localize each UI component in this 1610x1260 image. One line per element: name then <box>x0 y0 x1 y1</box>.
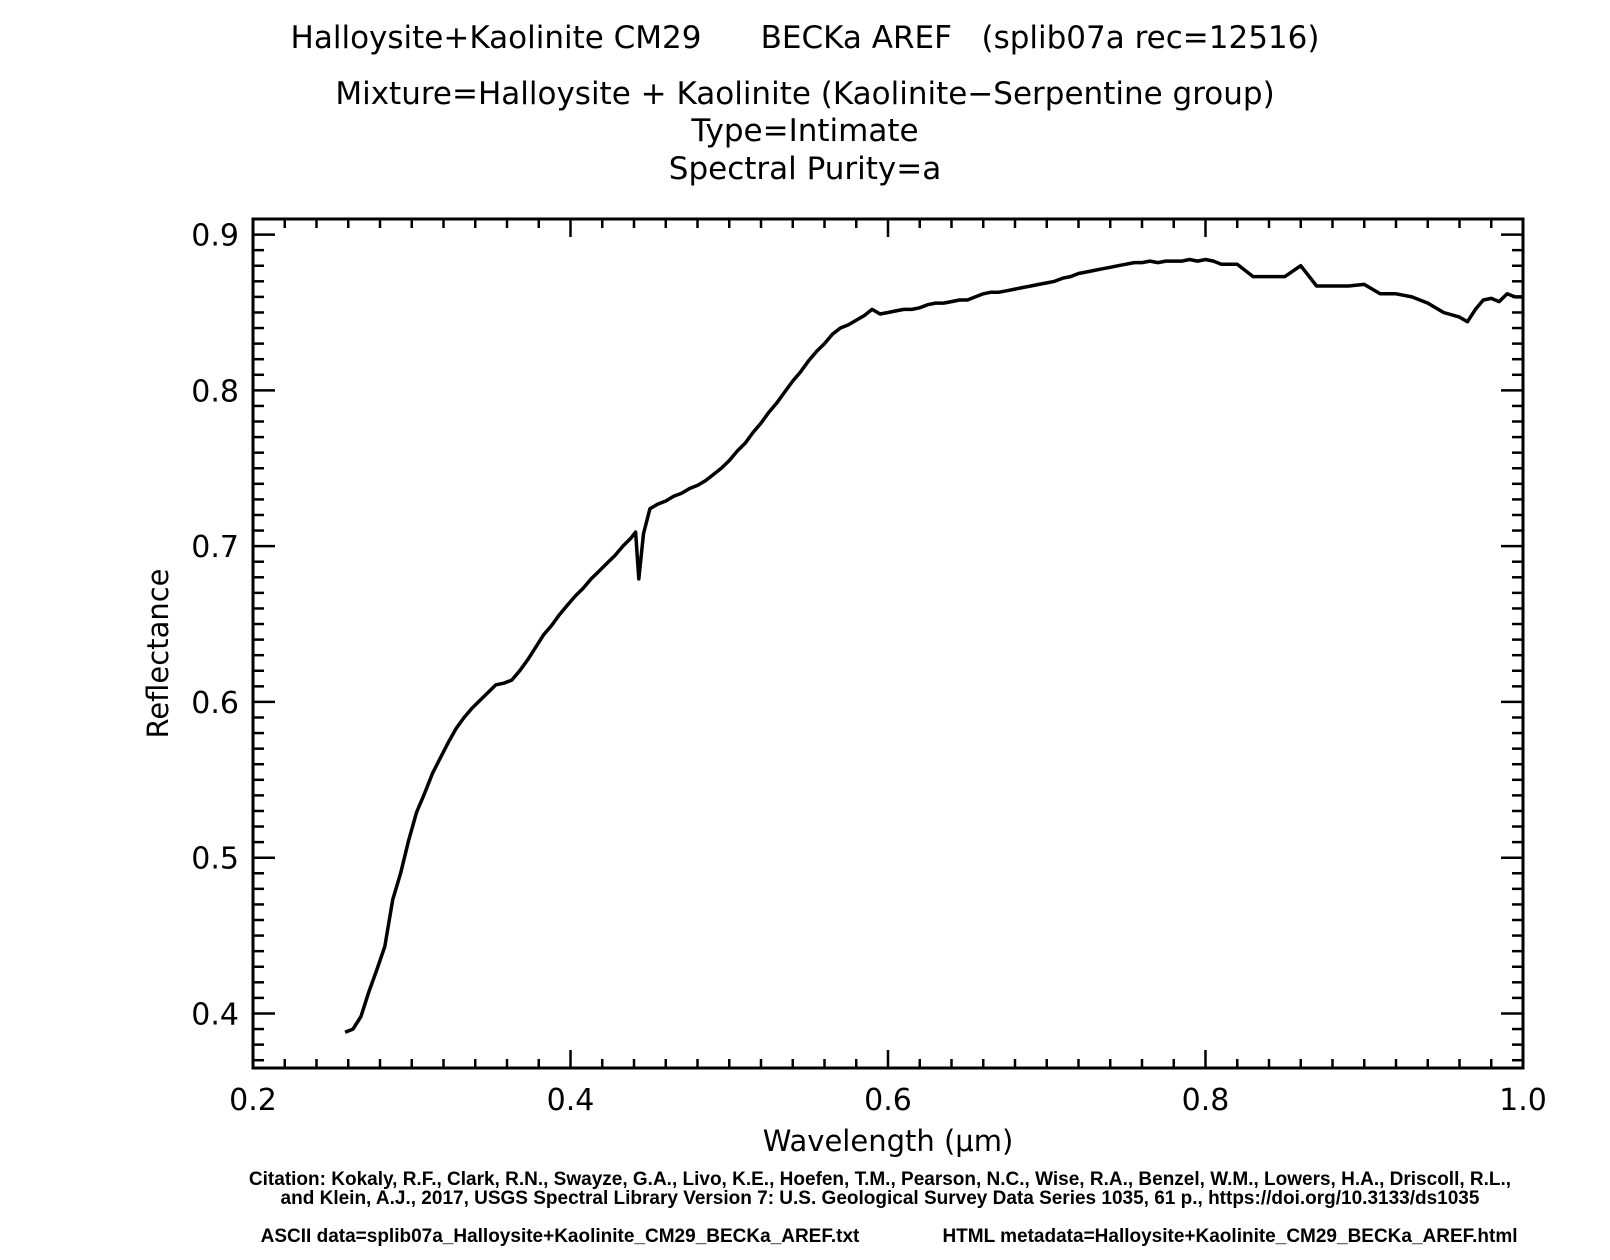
x-tick-label: 0.4 <box>547 1083 595 1118</box>
ascii-data-filename: ASCII data=splib07a_Halloysite+Kaolinite… <box>260 1226 860 1247</box>
reflectance-spectrum-line <box>344 257 1523 1034</box>
chart-title-line-3: Type=Intimate <box>691 113 919 149</box>
y-axis-title: Reflectance <box>141 568 175 738</box>
y-tick-label: 0.4 <box>191 997 239 1032</box>
chart-title-line-1: Halloysite+Kaolinite CM29 BECKa AREF (sp… <box>290 20 1320 56</box>
y-tick-label: 0.8 <box>191 374 239 409</box>
citation-line-1: Citation: Kokaly, R.F., Clark, R.N., Swa… <box>248 1169 1512 1190</box>
x-tick-label: 0.8 <box>1182 1083 1230 1118</box>
y-tick-label: 0.5 <box>191 842 239 877</box>
x-tick-label: 1.0 <box>1499 1083 1547 1118</box>
y-tick-label: 0.7 <box>191 530 239 565</box>
citation-line-2: and Klein, A.J., 2017, USGS Spectral Lib… <box>280 1188 1480 1209</box>
x-tick-label: 0.6 <box>864 1083 912 1118</box>
plot-frame <box>251 217 1525 1070</box>
axis-ticks <box>251 217 1525 1068</box>
chart-title-line-2: Mixture=Halloysite + Kaolinite (Kaolinit… <box>335 76 1275 112</box>
x-tick-label: 0.2 <box>229 1083 277 1118</box>
y-tick-label: 0.6 <box>191 686 239 721</box>
chart-title-line-4: Spectral Purity=a <box>668 151 942 187</box>
y-tick-label: 0.9 <box>191 219 239 254</box>
html-metadata-filename: HTML metadata=Halloysite+Kaolinite_CM29_… <box>942 1226 1518 1247</box>
tick-labels: 0.2 0.4 0.6 0.8 1.0 0.4 0.5 0.6 0.7 0.8 0.9 <box>191 219 1547 1118</box>
x-axis-title: Wavelength (μm) <box>763 1124 1014 1158</box>
